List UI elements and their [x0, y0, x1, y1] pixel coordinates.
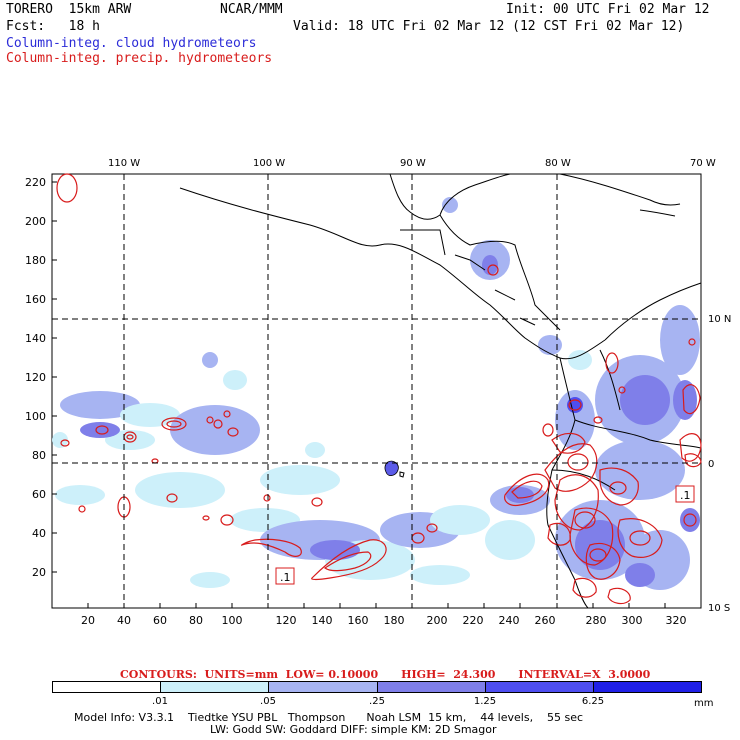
- y-tick-label: 160: [25, 293, 46, 306]
- y-tick-label: 80: [32, 449, 46, 462]
- colorbar-label: 6.25: [581, 696, 605, 707]
- model-title: TORERO 15km ARW: [6, 2, 132, 17]
- valid-time: Valid: 18 UTC Fri 02 Mar 12 (12 CST Fri …: [293, 19, 685, 34]
- colorbar: [52, 681, 702, 693]
- x-axis: 20 40 60 80 100 120 140 160 180 200 220 …: [81, 603, 687, 627]
- lon-label: 110 W: [108, 158, 140, 169]
- x-tick-label: 220: [463, 614, 484, 627]
- x-tick-label: 320: [666, 614, 687, 627]
- x-tick-label: 140: [312, 614, 333, 627]
- y-tick-label: 220: [25, 176, 46, 189]
- x-tick-label: 240: [499, 614, 520, 627]
- field-cloud-label: Column-integ. cloud hydrometeors: [6, 36, 257, 51]
- colorbar-segment: [485, 682, 594, 692]
- contours-info: CONTOURS: UNITS=mm LOW= 0.10000 HIGH= 24…: [120, 668, 651, 681]
- colorbar-segment: [53, 682, 162, 692]
- colorbar-segment: [377, 682, 486, 692]
- y-tick-label: 100: [25, 410, 46, 423]
- x-tick-label: 280: [586, 614, 607, 627]
- contour-box-text-2: .1: [680, 489, 691, 502]
- x-tick-label: 300: [622, 614, 643, 627]
- y-tick-label: 20: [32, 566, 46, 579]
- y-tick-label: 200: [25, 215, 46, 228]
- contour-box-text-1: .1: [280, 571, 291, 584]
- init-time: Init: 00 UTC Fri 02 Mar 12: [506, 2, 710, 17]
- y-tick-label: 140: [25, 332, 46, 345]
- field-precip-label: Column-integ. precip. hydrometeors: [6, 51, 273, 66]
- colorbar-segment: [593, 682, 702, 692]
- forecast-hour: Fcst: 18 h: [6, 19, 100, 34]
- lat-label: 0: [708, 459, 714, 470]
- model-info-line1: Model Info: V3.3.1 Tiedtke YSU PBL Thomp…: [74, 711, 584, 724]
- x-tick-label: 40: [117, 614, 131, 627]
- lat-label: 10 S: [708, 603, 730, 614]
- center-label: NCAR/MMM: [220, 2, 283, 17]
- y-axis: 20 40 60 80 100 120 140 160 180 200 220: [25, 176, 57, 579]
- colorbar-segment: [269, 682, 378, 692]
- x-tick-label: 60: [153, 614, 167, 627]
- x-tick-label: 260: [535, 614, 556, 627]
- x-tick-label: 200: [427, 614, 448, 627]
- lon-label: 100 W: [253, 158, 285, 169]
- y-tick-label: 60: [32, 488, 46, 501]
- lon-label: 80 W: [545, 158, 571, 169]
- x-tick-label: 160: [348, 614, 369, 627]
- lat-labels: 10 N 0 10 S: [708, 314, 731, 614]
- y-tick-label: 180: [25, 254, 46, 267]
- y-tick-label: 40: [32, 527, 46, 540]
- colorbar-label: .05: [260, 696, 276, 707]
- colorbar-unit: mm: [694, 698, 714, 709]
- colorbar-label: .25: [369, 696, 385, 707]
- contour-box-label-1: [275, 567, 295, 585]
- coastlines: [179, 173, 702, 609]
- model-info: Model Info: V3.3.1 Tiedtke YSU PBL Thomp…: [74, 712, 583, 736]
- x-tick-label: 20: [81, 614, 95, 627]
- contour-box-label-2: [675, 485, 695, 503]
- colorbar-label: 1.25: [473, 696, 497, 707]
- colorbar-label: .01: [152, 696, 168, 707]
- latlon-grid: [52, 174, 701, 608]
- lon-label: 70 W: [690, 158, 716, 169]
- precip-hydrometeor-contours: [56, 173, 702, 605]
- cloud-hydrometeor-shading: [52, 197, 700, 590]
- y-tick-label: 120: [25, 371, 46, 384]
- lon-label: 90 W: [400, 158, 426, 169]
- colorbar-segment: [161, 682, 270, 692]
- lat-label: 10 N: [708, 314, 731, 325]
- x-tick-label: 120: [276, 614, 297, 627]
- lon-labels: 110 W 100 W 90 W 80 W 70 W: [108, 158, 716, 169]
- model-info-line2: LW: Godd SW: Goddard DIFF: simple KM: 2D…: [210, 723, 497, 736]
- x-tick-label: 100: [222, 614, 243, 627]
- x-tick-label: 180: [384, 614, 405, 627]
- x-tick-label: 80: [189, 614, 203, 627]
